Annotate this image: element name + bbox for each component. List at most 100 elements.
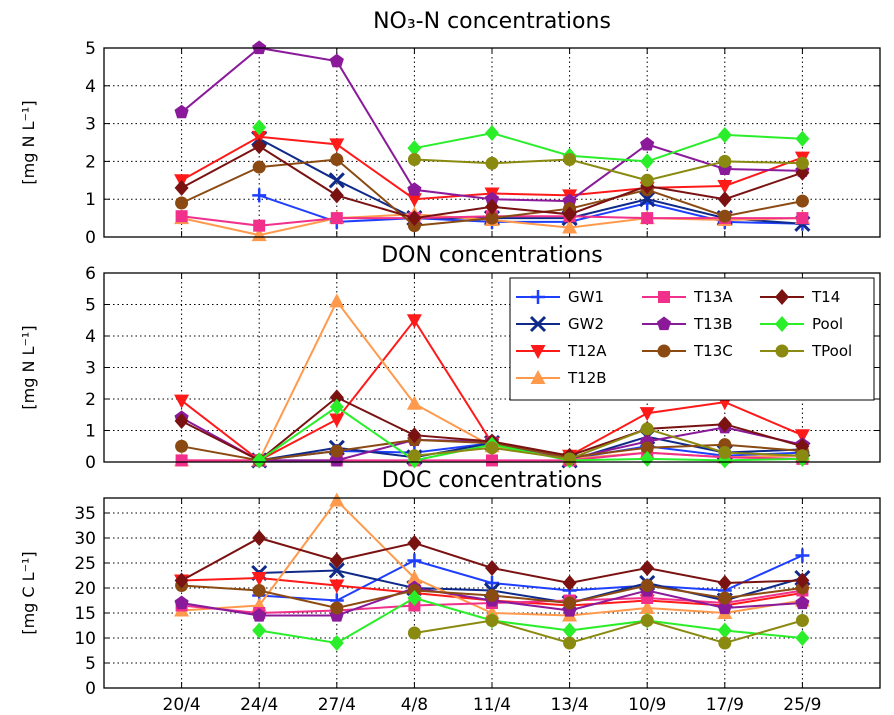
plot-frame [103, 497, 881, 689]
series-tpool [407, 153, 809, 187]
y-tick-label: 25 [74, 554, 96, 574]
legend-label: T13C [693, 342, 733, 360]
series-line [414, 158, 803, 182]
legend-marker [775, 344, 789, 358]
data-point [640, 441, 654, 455]
data-point [717, 191, 732, 208]
x-tick-label: 13/4 [551, 695, 589, 715]
data-point [484, 191, 500, 206]
data-point [174, 394, 190, 409]
y-tick-label: 0 [85, 679, 96, 699]
data-point [407, 153, 421, 167]
legend-label: T12A [567, 342, 607, 360]
data-point [406, 314, 422, 329]
data-point [718, 636, 732, 650]
series-t14 [174, 138, 810, 227]
y-axis-label: [mg N L⁻¹] [19, 325, 38, 409]
data-point [562, 575, 577, 591]
y-tick-label: 35 [74, 504, 96, 524]
data-point [252, 452, 267, 469]
data-point [639, 407, 655, 422]
series-tpool [407, 614, 809, 650]
data-point [174, 572, 189, 589]
data-point [407, 210, 422, 227]
data-point [795, 630, 810, 646]
data-point [640, 560, 655, 576]
legend-item-gw1: GW1 [516, 288, 604, 306]
data-point [175, 439, 189, 453]
data-point [407, 590, 422, 606]
legend-label: TPool [811, 342, 852, 360]
y-tick-label: 20 [74, 579, 96, 599]
panel-title: DOC concentrations [382, 468, 602, 493]
y-tick-label: 0 [85, 228, 96, 248]
data-point [174, 179, 189, 196]
legend-item-pool: Pool [760, 315, 843, 333]
data-point [407, 449, 421, 463]
y-tick-label: 15 [74, 604, 96, 624]
data-point [795, 449, 809, 463]
data-point [794, 429, 810, 444]
series-line [259, 596, 803, 645]
legend-marker [775, 316, 789, 332]
legend-item-t13c: T13C [642, 342, 733, 360]
plot-frame [103, 272, 881, 463]
series-line [258, 137, 803, 225]
legend-box [509, 277, 875, 401]
series-line [414, 427, 803, 460]
data-point [796, 212, 809, 225]
data-point [795, 548, 810, 563]
data-point [563, 596, 577, 610]
data-point [329, 413, 345, 428]
data-point [795, 614, 809, 627]
data-point [329, 293, 345, 308]
data-point [252, 584, 266, 597]
series-line [414, 132, 803, 163]
x-tick-label: 24/4 [240, 695, 278, 715]
data-point [330, 601, 344, 615]
legend-item-t12b: T12B [516, 369, 607, 387]
data-point [562, 622, 577, 639]
data-point [485, 576, 499, 590]
data-point [563, 153, 577, 167]
y-tick-label: 10 [74, 629, 96, 649]
data-point [407, 626, 421, 640]
legend-label: Pool [812, 315, 843, 333]
data-point [174, 413, 189, 430]
data-point [718, 154, 732, 168]
data-point [562, 219, 578, 234]
legend-label: T12B [567, 369, 607, 387]
data-point [407, 182, 422, 196]
legend-marker [531, 290, 545, 304]
data-point [717, 126, 732, 143]
legend-marker [658, 291, 670, 303]
y-axis-label: [mg C L⁻¹] [19, 551, 38, 634]
y-tick-label: 6 [85, 264, 96, 284]
legend-item-t14: T14 [760, 288, 840, 306]
data-point [253, 219, 266, 232]
data-point [252, 119, 267, 136]
legend-marker [656, 316, 672, 331]
data-point [407, 427, 422, 444]
data-point [640, 173, 654, 187]
data-point [485, 614, 499, 627]
data-point [252, 138, 267, 155]
series-tpool [407, 422, 809, 466]
data-point [407, 535, 422, 551]
data-point [329, 53, 344, 68]
x-tick-label: 11/4 [473, 695, 511, 715]
data-point [406, 193, 422, 208]
data-point [485, 211, 499, 225]
data-point [252, 622, 267, 639]
data-point [562, 206, 577, 223]
legend-marker [529, 315, 547, 333]
data-point [563, 452, 577, 466]
data-point [252, 530, 267, 546]
x-tick-label: 20/4 [163, 695, 201, 715]
data-point [329, 635, 344, 651]
data-point [717, 600, 732, 615]
data-point [640, 450, 655, 467]
legend-marker [775, 289, 789, 305]
